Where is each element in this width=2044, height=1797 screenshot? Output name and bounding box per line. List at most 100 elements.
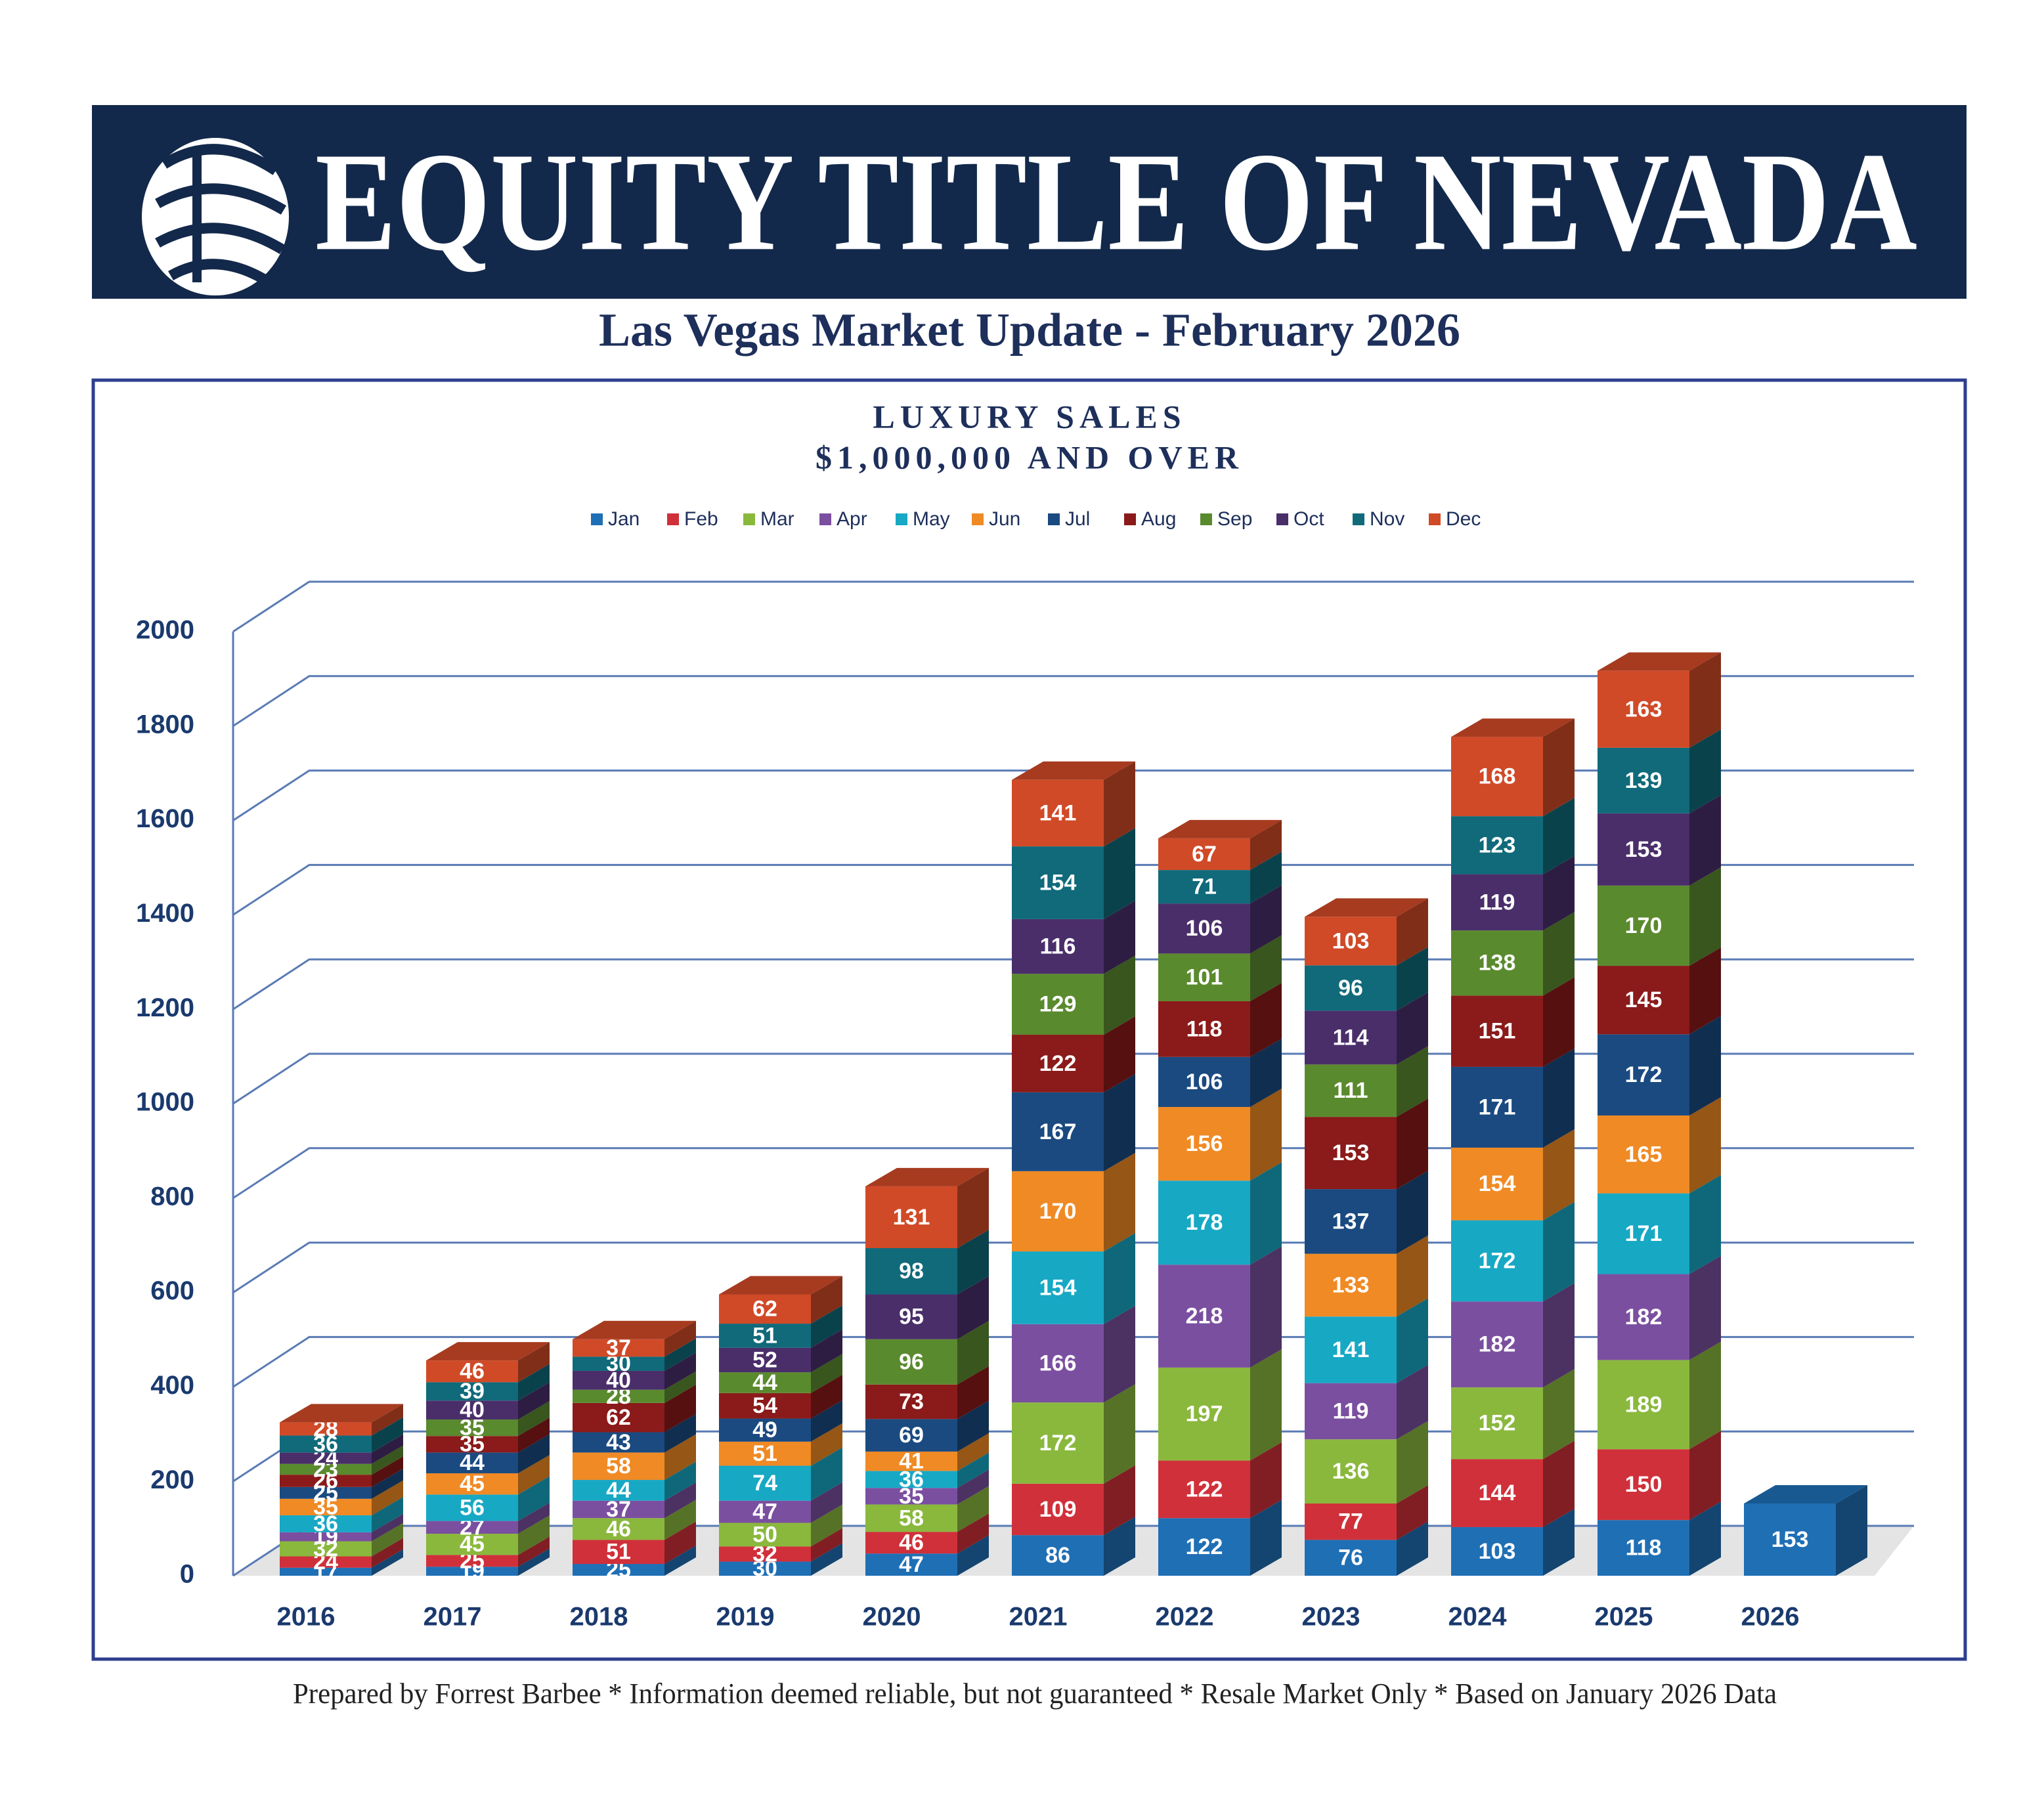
value-label: 98 <box>899 1259 924 1284</box>
legend-swatch <box>667 513 679 525</box>
bar-segment <box>719 1500 811 1523</box>
bar-side <box>957 1400 989 1452</box>
bar-segment <box>1158 1180 1250 1265</box>
value-label: 156 <box>1186 1131 1223 1156</box>
bar-segment <box>280 1515 372 1532</box>
legend-label: Mar <box>760 508 794 530</box>
bar-side <box>1397 1421 1428 1504</box>
bar-segment <box>426 1360 518 1383</box>
bar-segment <box>573 1370 664 1390</box>
bar-side <box>1543 1202 1575 1302</box>
bar-side <box>957 1469 989 1505</box>
bar-segment <box>1598 1449 1689 1521</box>
bar-side <box>957 1535 989 1576</box>
bar-side <box>372 1496 403 1532</box>
bar-segment <box>573 1518 664 1540</box>
bar-side <box>372 1404 403 1436</box>
value-label: 49 <box>752 1418 777 1442</box>
bar-segment <box>573 1564 664 1576</box>
bar-segment <box>573 1389 664 1403</box>
value-label: 47 <box>752 1500 777 1525</box>
bar-segment <box>280 1452 372 1464</box>
bar-side <box>1836 1484 1867 1576</box>
bar-side <box>372 1538 403 1568</box>
bar-segment <box>426 1436 518 1453</box>
bar-side <box>1689 1431 1721 1521</box>
bar-side <box>518 1364 550 1401</box>
bar-segment <box>573 1356 664 1371</box>
bar-side <box>518 1342 550 1383</box>
bar-segment <box>426 1400 518 1420</box>
bar-side <box>811 1543 842 1576</box>
bar-side <box>1250 982 1282 1057</box>
bar-segment <box>1305 1540 1397 1576</box>
bar-side <box>1543 718 1575 817</box>
bar-segment <box>1451 816 1543 875</box>
value-label: 119 <box>1333 1398 1369 1423</box>
value-label: 171 <box>1625 1221 1663 1246</box>
bar-side <box>1104 761 1135 847</box>
bar-segment <box>719 1347 811 1373</box>
value-label: 76 <box>1338 1546 1363 1570</box>
bar-side <box>664 1461 696 1501</box>
value-label: 129 <box>1039 992 1077 1017</box>
bar-side <box>811 1329 842 1373</box>
legend-swatch <box>1200 513 1212 525</box>
bar-side <box>1104 955 1135 1035</box>
legend-label: Dec <box>1446 508 1481 530</box>
bar-side <box>1250 1038 1282 1108</box>
bar-side <box>957 1513 989 1554</box>
bar-segment <box>426 1534 518 1555</box>
value-label: 118 <box>1626 1536 1662 1561</box>
page-subtitle: Las Vegas Market Update - February 2026 <box>599 304 1460 357</box>
value-label: 139 <box>1625 768 1663 793</box>
bar-segment <box>426 1521 518 1534</box>
bar-side <box>1543 1283 1575 1388</box>
bar-side <box>1250 935 1282 1001</box>
bar-side <box>1250 1442 1282 1519</box>
value-label: 52 <box>752 1347 777 1372</box>
bar-side <box>372 1456 403 1487</box>
bar-side <box>664 1384 696 1433</box>
bar-side <box>811 1447 842 1501</box>
bar-side <box>1397 1046 1428 1117</box>
value-label: 154 <box>1039 870 1077 895</box>
value-label: 150 <box>1625 1472 1663 1497</box>
value-label: 36 <box>899 1467 924 1492</box>
bar-side <box>811 1423 842 1466</box>
value-label: 44 <box>752 1370 777 1395</box>
bar-segment <box>1012 1483 1104 1536</box>
value-label: 62 <box>606 1405 631 1430</box>
value-label: 51 <box>752 1441 777 1466</box>
bar-side <box>1397 1521 1428 1576</box>
bar-segment <box>1158 1107 1250 1181</box>
bar-segment <box>865 1553 957 1576</box>
bar-top <box>1451 718 1575 737</box>
value-label: 119 <box>1479 890 1515 915</box>
value-label: 51 <box>752 1323 777 1348</box>
value-label: 40 <box>460 1398 485 1423</box>
bar-segment <box>1012 1251 1104 1324</box>
value-label: 168 <box>1479 764 1516 789</box>
value-label: 182 <box>1625 1305 1663 1330</box>
bar-segment <box>1451 1387 1543 1460</box>
value-label: 103 <box>1332 928 1370 953</box>
bar-side <box>811 1354 842 1393</box>
value-label: 163 <box>1625 697 1663 722</box>
bar-segment <box>1158 1460 1250 1519</box>
bar-segment <box>1305 1383 1397 1440</box>
bar-side <box>1104 900 1135 974</box>
legend-label: Jan <box>608 508 640 530</box>
x-tick-label: 2020 <box>863 1603 921 1632</box>
bar-segment <box>865 1248 957 1295</box>
bar-top <box>719 1276 842 1295</box>
chart-frame <box>91 378 1967 1661</box>
bar-segment <box>1012 1171 1104 1252</box>
value-label: 153 <box>1772 1527 1809 1552</box>
bar-segment <box>280 1567 372 1576</box>
bar-segment <box>1451 737 1543 817</box>
y-tick-label: 1800 <box>136 710 194 739</box>
bar-segment <box>719 1546 811 1562</box>
bar-segment <box>1598 1034 1689 1115</box>
bar-segment <box>1451 1526 1543 1576</box>
